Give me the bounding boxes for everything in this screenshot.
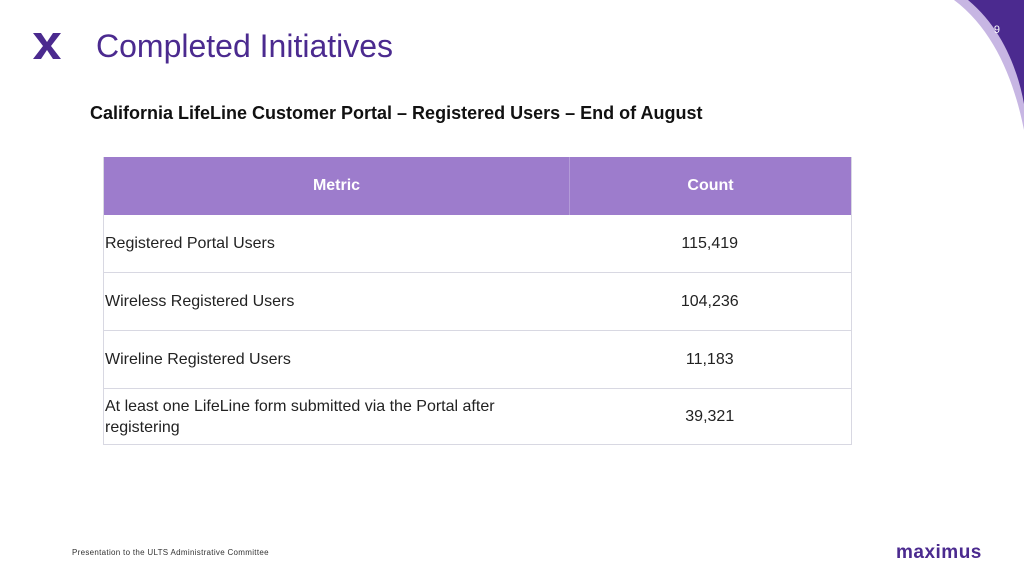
table-row: At least one LifeLine form submitted via… <box>103 388 852 445</box>
metric-cell: Wireline Registered Users <box>103 330 570 389</box>
metric-cell: Registered Portal Users <box>103 215 570 273</box>
footer-text: Presentation to the ULTS Administrative … <box>72 548 269 557</box>
page-title: Completed Initiatives <box>96 28 394 64</box>
brand-wordmark: maximus <box>896 542 982 563</box>
table-header-row: Metric Count <box>103 157 852 215</box>
table-row: Wireline Registered Users 11,183 <box>103 330 852 389</box>
table-row: Wireless Registered Users 104,236 <box>103 272 852 331</box>
table-row: Registered Portal Users 115,419 <box>103 215 852 273</box>
corner-swoosh-decoration <box>954 0 1024 130</box>
count-cell: 39,321 <box>569 388 852 445</box>
count-cell: 115,419 <box>569 215 852 273</box>
count-cell: 104,236 <box>569 272 852 331</box>
column-header-metric: Metric <box>103 157 570 215</box>
column-header-count: Count <box>569 157 852 215</box>
metrics-table: Metric Count Registered Portal Users 115… <box>103 157 852 445</box>
page-subtitle: California LifeLine Customer Portal – Re… <box>90 103 703 123</box>
page-number: 9 <box>993 24 1000 36</box>
metric-cell: At least one LifeLine form submitted via… <box>103 388 570 445</box>
maximus-x-logo-icon <box>33 33 61 59</box>
metric-cell: Wireless Registered Users <box>103 272 570 331</box>
count-cell: 11,183 <box>569 330 852 389</box>
